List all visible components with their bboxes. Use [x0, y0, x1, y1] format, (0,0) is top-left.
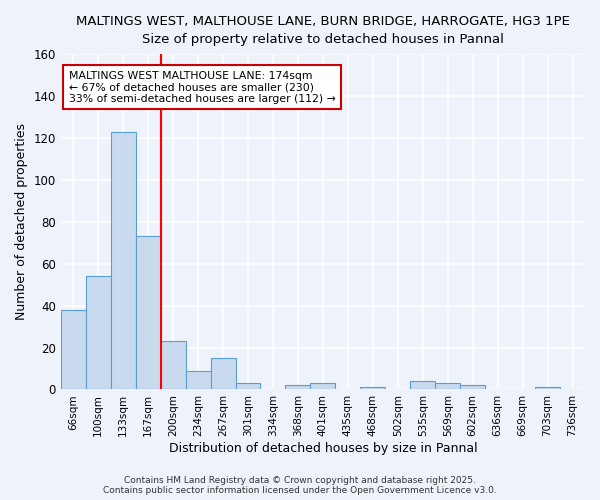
Bar — [310, 383, 335, 390]
Bar — [61, 310, 86, 390]
Text: MALTINGS WEST MALTHOUSE LANE: 174sqm
← 67% of detached houses are smaller (230)
: MALTINGS WEST MALTHOUSE LANE: 174sqm ← 6… — [68, 71, 335, 104]
Bar — [185, 370, 211, 390]
Bar — [211, 358, 236, 390]
Title: MALTINGS WEST, MALTHOUSE LANE, BURN BRIDGE, HARROGATE, HG3 1PE
Size of property : MALTINGS WEST, MALTHOUSE LANE, BURN BRID… — [76, 15, 570, 46]
Bar — [161, 342, 185, 390]
Bar — [410, 381, 435, 390]
Bar — [236, 383, 260, 390]
Bar — [435, 383, 460, 390]
Bar — [286, 386, 310, 390]
Text: Contains HM Land Registry data © Crown copyright and database right 2025.
Contai: Contains HM Land Registry data © Crown c… — [103, 476, 497, 495]
Bar — [460, 386, 485, 390]
Bar — [86, 276, 111, 390]
Y-axis label: Number of detached properties: Number of detached properties — [15, 124, 28, 320]
Bar — [111, 132, 136, 390]
X-axis label: Distribution of detached houses by size in Pannal: Distribution of detached houses by size … — [169, 442, 477, 455]
Bar — [361, 388, 385, 390]
Bar — [136, 236, 161, 390]
Bar — [535, 388, 560, 390]
